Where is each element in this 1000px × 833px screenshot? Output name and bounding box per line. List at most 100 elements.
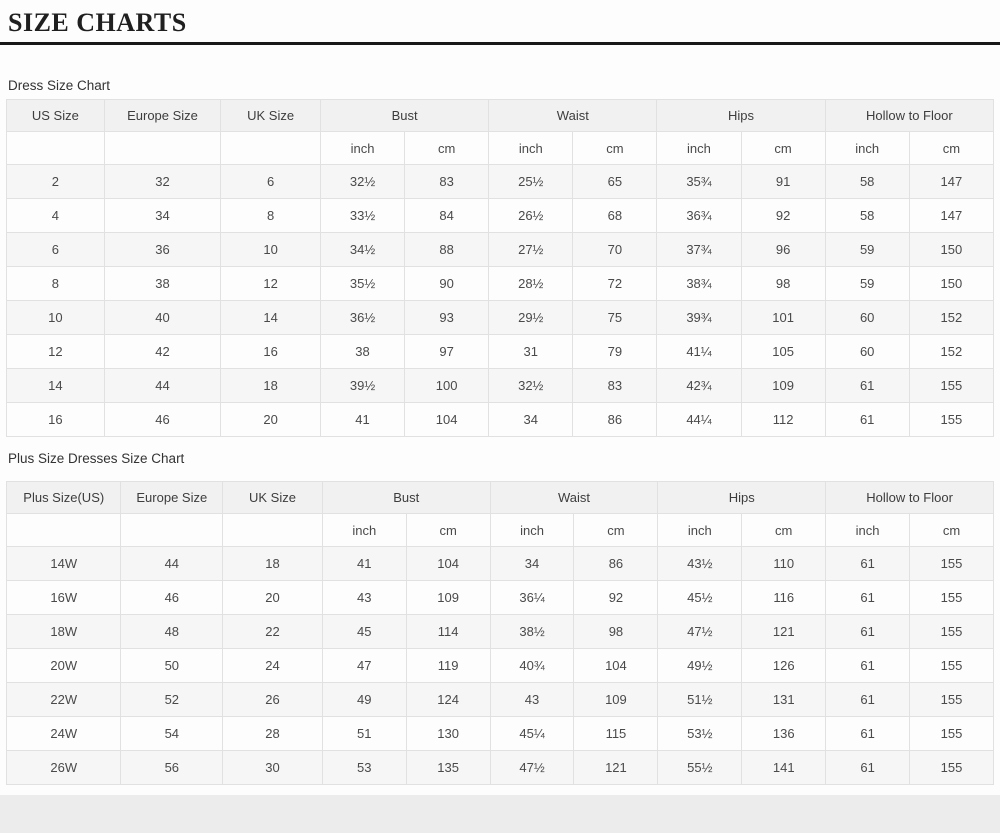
measurement-cell: 152 xyxy=(908,300,995,335)
blank-header-cell xyxy=(6,131,105,165)
table-row: 10 40 14 36½ 93 29½ 75 39¾ 101 60 152 xyxy=(6,300,995,335)
measurement-cell: 92 xyxy=(573,580,659,615)
measurement-cell: 20 xyxy=(220,402,321,437)
measurement-cell: 61 xyxy=(824,368,910,403)
measurement-cell: 70 xyxy=(572,232,658,267)
measurement-cell: 58 xyxy=(824,198,910,233)
size-cell: 18W xyxy=(5,614,122,649)
measurement-cell: 155 xyxy=(909,750,994,785)
table-row: 8 38 12 35½ 90 28½ 72 38¾ 98 59 150 xyxy=(6,266,995,301)
unit-header: inch xyxy=(824,131,910,165)
blank-header-cell xyxy=(5,513,122,547)
measurement-cell: 90 xyxy=(404,266,490,301)
measurement-cell: 84 xyxy=(404,198,490,233)
measurement-cell: 36½ xyxy=(319,300,406,335)
measurement-cell: 155 xyxy=(908,368,995,403)
measurement-cell: 16 xyxy=(220,334,321,369)
measurement-cell: 43½ xyxy=(657,546,743,581)
measurement-cell: 91 xyxy=(740,164,826,199)
measurement-cell: 136 xyxy=(741,716,827,751)
unit-header: inch xyxy=(657,513,743,547)
measurement-cell: 51 xyxy=(321,716,407,751)
title-block: SIZE CHARTS xyxy=(0,0,1000,38)
measurement-cell: 109 xyxy=(405,580,491,615)
blank-header-cell xyxy=(103,131,222,165)
measurement-cell: 31 xyxy=(488,334,574,369)
table-row: 22W 52 26 49 124 43 109 51½ 131 61 155 xyxy=(5,682,994,717)
measurement-cell: 86 xyxy=(573,546,659,581)
unit-header: cm xyxy=(741,513,827,547)
measurement-cell: 39¾ xyxy=(656,300,742,335)
measurement-cell: 35½ xyxy=(319,266,406,301)
measurement-cell: 155 xyxy=(908,402,995,437)
measurement-cell: 22 xyxy=(222,614,323,649)
column-header: Plus Size(US) xyxy=(5,481,122,514)
measurement-cell: 12 xyxy=(220,266,321,301)
measurement-cell: 155 xyxy=(909,614,994,649)
unit-header: inch xyxy=(319,131,406,165)
measurement-cell: 88 xyxy=(404,232,490,267)
bottom-gray-band xyxy=(0,795,1000,833)
measurement-cell: 131 xyxy=(741,682,827,717)
measurement-cell: 8 xyxy=(220,198,321,233)
column-header: Bust xyxy=(321,481,491,514)
measurement-cell: 109 xyxy=(740,368,826,403)
measurement-cell: 27½ xyxy=(488,232,574,267)
measurement-cell: 40 xyxy=(103,300,222,335)
measurement-cell: 53 xyxy=(321,750,407,785)
measurement-cell: 72 xyxy=(572,266,658,301)
measurement-cell: 10 xyxy=(220,232,321,267)
table-row: 20W 50 24 47 119 40¾ 104 49½ 126 61 155 xyxy=(5,648,994,683)
measurement-cell: 42 xyxy=(103,334,222,369)
measurement-cell: 47 xyxy=(321,648,407,683)
measurement-cell: 49½ xyxy=(657,648,743,683)
measurement-cell: 59 xyxy=(824,232,910,267)
measurement-cell: 96 xyxy=(740,232,826,267)
table-row: 14W 44 18 41 104 34 86 43½ 110 61 155 xyxy=(5,546,994,581)
blank-header-cell xyxy=(220,131,321,165)
measurement-cell: 83 xyxy=(404,164,490,199)
measurement-cell: 60 xyxy=(824,300,910,335)
measurement-cell: 86 xyxy=(572,402,658,437)
measurement-cell: 41 xyxy=(319,402,406,437)
measurement-cell: 105 xyxy=(740,334,826,369)
measurement-cell: 104 xyxy=(404,402,490,437)
measurement-cell: 61 xyxy=(825,614,911,649)
unit-header: inch xyxy=(321,513,407,547)
measurement-cell: 20 xyxy=(222,580,323,615)
measurement-cell: 36¾ xyxy=(656,198,742,233)
measurement-cell: 26½ xyxy=(488,198,574,233)
measurement-cell: 61 xyxy=(825,580,911,615)
measurement-cell: 115 xyxy=(573,716,659,751)
unit-row: inch cm inch cm inch cm inch cm xyxy=(5,513,994,547)
measurement-cell: 147 xyxy=(908,164,995,199)
measurement-cell: 155 xyxy=(909,580,994,615)
measurement-cell: 121 xyxy=(741,614,827,649)
measurement-cell: 44 xyxy=(120,546,224,581)
size-cell: 24W xyxy=(5,716,122,751)
unit-header: cm xyxy=(572,131,658,165)
table-row: 16 46 20 41 104 34 86 44¼ 112 61 155 xyxy=(6,402,995,437)
measurement-cell: 56 xyxy=(120,750,224,785)
measurement-cell: 61 xyxy=(825,648,911,683)
measurement-cell: 43 xyxy=(489,682,575,717)
plus-size-chart-caption: Plus Size Dresses Size Chart xyxy=(8,451,185,466)
measurement-cell: 24 xyxy=(222,648,323,683)
table-row: 14 44 18 39½ 100 32½ 83 42¾ 109 61 155 xyxy=(6,368,995,403)
size-cell: 20W xyxy=(5,648,122,683)
measurement-cell: 50 xyxy=(120,648,224,683)
measurement-cell: 29½ xyxy=(488,300,574,335)
unit-header: cm xyxy=(573,513,659,547)
measurement-cell: 141 xyxy=(741,750,827,785)
measurement-cell: 36¼ xyxy=(489,580,575,615)
measurement-cell: 104 xyxy=(405,546,491,581)
measurement-cell: 126 xyxy=(741,648,827,683)
measurement-cell: 114 xyxy=(405,614,491,649)
measurement-cell: 48 xyxy=(120,614,224,649)
measurement-cell: 40¾ xyxy=(489,648,575,683)
measurement-cell: 18 xyxy=(220,368,321,403)
measurement-cell: 109 xyxy=(573,682,659,717)
measurement-cell: 45½ xyxy=(657,580,743,615)
measurement-cell: 45¼ xyxy=(489,716,575,751)
